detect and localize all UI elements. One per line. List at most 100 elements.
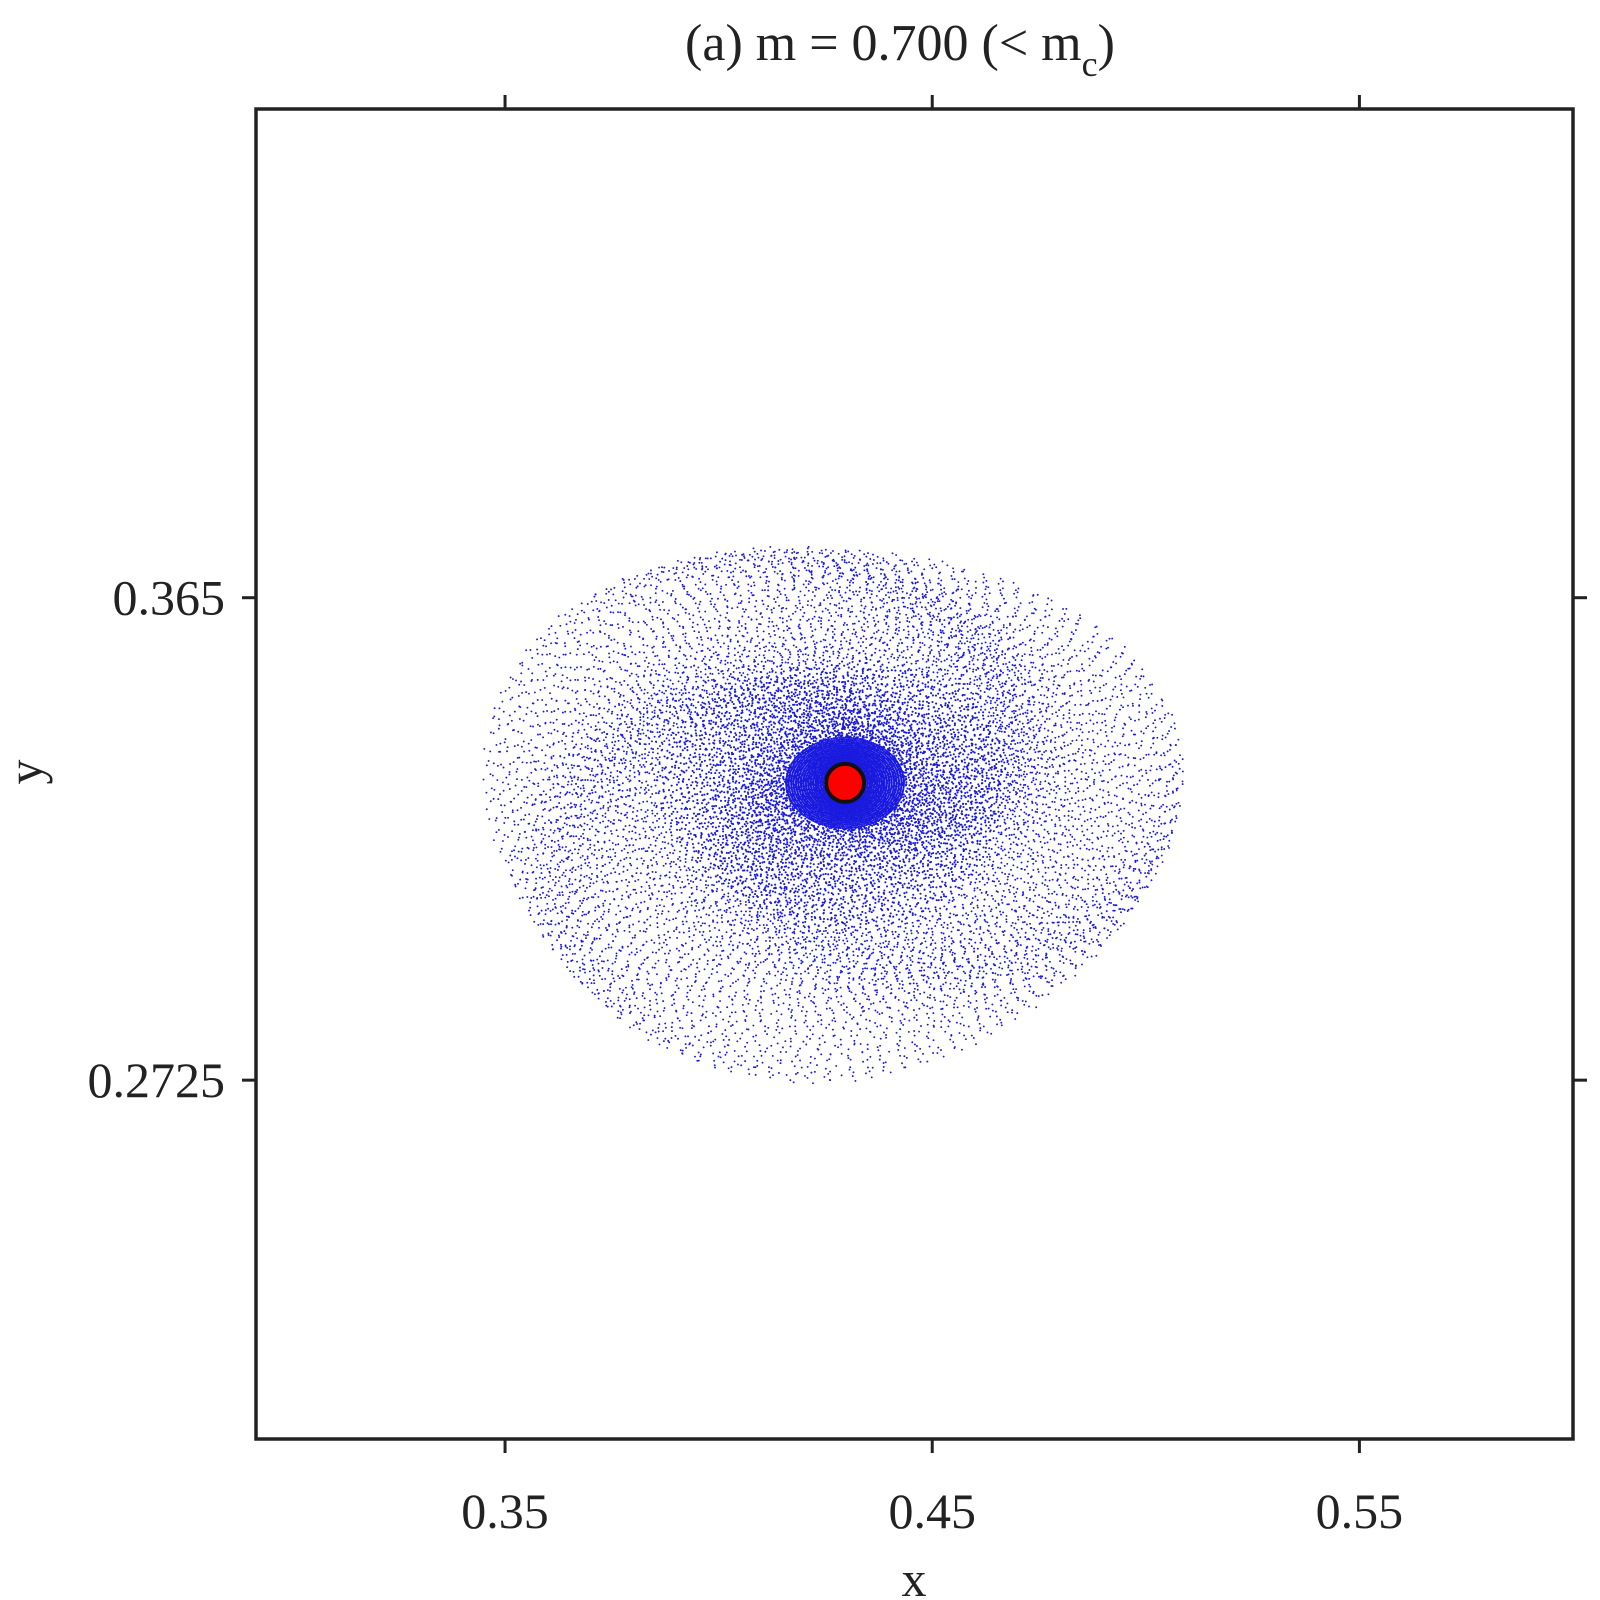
scatter-point	[772, 721, 775, 724]
scatter-point	[842, 718, 845, 721]
scatter-point	[802, 839, 805, 843]
scatter-point	[785, 727, 788, 730]
scatter-point	[884, 743, 887, 746]
scatter-point	[827, 834, 830, 838]
scatter-point	[784, 715, 787, 718]
scatter-point	[903, 805, 906, 808]
scatter-point	[804, 729, 807, 732]
scatter-point	[735, 790, 738, 794]
scatter-point	[750, 784, 753, 787]
scatter-point	[753, 819, 756, 822]
scatter-point	[871, 836, 874, 839]
scatter-point	[942, 773, 945, 776]
scatter-point	[853, 720, 856, 723]
scatter-point	[873, 717, 876, 721]
scatter-point	[898, 804, 901, 807]
scatter-point	[816, 856, 819, 859]
scatter-point	[904, 848, 907, 851]
scatter-point	[908, 779, 912, 782]
scatter-point	[931, 817, 934, 820]
scatter-point	[932, 740, 935, 743]
scatter-point	[776, 767, 779, 770]
scatter-point	[726, 790, 729, 793]
scatter-point	[812, 709, 815, 712]
scatter-point	[771, 834, 775, 837]
scatter-point	[786, 707, 790, 710]
scatter-point	[941, 761, 944, 765]
scatter-point	[887, 845, 890, 848]
scatter-point	[761, 822, 764, 825]
scatter-point	[954, 805, 957, 808]
scatter-point	[907, 832, 910, 835]
scatter-point	[948, 806, 951, 809]
scatter-point	[745, 726, 748, 729]
scatter-point	[921, 824, 924, 827]
scatter-point	[933, 736, 936, 740]
scatter-point	[745, 798, 748, 801]
scatter-point	[814, 846, 817, 849]
scatter-point	[774, 797, 777, 800]
scatter-point	[901, 809, 904, 812]
scatter-point	[794, 715, 797, 718]
scatter-point	[743, 823, 746, 826]
scatter-point	[748, 812, 751, 815]
scatter-point	[927, 771, 930, 774]
scatter-point	[927, 841, 930, 844]
scatter-point	[802, 819, 805, 822]
scatter-point	[832, 828, 836, 831]
scatter-point	[832, 838, 835, 841]
scatter-point	[920, 813, 923, 816]
scatter-point	[756, 783, 759, 786]
scatter-point	[853, 723, 856, 726]
scatter-point	[918, 799, 921, 802]
scatter-point	[785, 846, 788, 849]
scatter-point	[782, 765, 785, 768]
scatter-point	[800, 855, 803, 858]
scatter-point	[771, 713, 774, 716]
scatter-point	[779, 728, 782, 732]
scatter-point	[774, 803, 777, 806]
scatter-point	[947, 787, 950, 790]
scatter-point	[808, 843, 811, 846]
scatter-point	[805, 716, 808, 719]
scatter-point	[878, 715, 881, 718]
scatter-point	[851, 717, 854, 720]
scatter-point	[799, 716, 802, 719]
scatter-point	[810, 723, 813, 726]
scatter-point	[782, 812, 785, 815]
scatter-point	[954, 759, 958, 762]
scatter-point	[778, 749, 781, 753]
scatter-point	[858, 865, 861, 868]
scatter-point	[894, 815, 897, 818]
scatter-point	[806, 865, 809, 868]
scatter-point	[840, 872, 843, 875]
scatter-point	[777, 831, 780, 834]
scatter-point	[747, 770, 750, 773]
scatter-point	[768, 774, 771, 777]
scatter-point	[904, 810, 907, 813]
scatter-point	[874, 704, 877, 707]
scatter-point	[928, 820, 931, 823]
scatter-point	[788, 827, 791, 830]
scatter-point	[748, 758, 751, 762]
scatter-point	[827, 873, 830, 876]
scatter-point	[903, 830, 907, 833]
scatter-point	[914, 761, 917, 764]
scatter-point	[849, 849, 852, 852]
scatter-point	[761, 791, 764, 794]
scatter-point	[767, 730, 770, 733]
scatter-point	[871, 735, 874, 738]
scatter-point	[950, 799, 953, 802]
scatter-point	[764, 820, 767, 824]
scatter-point	[896, 723, 899, 727]
scatter-point	[775, 844, 778, 847]
scatter-point	[757, 715, 760, 718]
scatter-point	[907, 773, 910, 777]
scatter-point	[766, 732, 769, 735]
scatter-point	[922, 767, 925, 770]
scatter-point	[762, 725, 765, 729]
scatter-point	[883, 839, 886, 843]
scatter-point	[727, 799, 730, 802]
scatter-point	[895, 843, 898, 846]
scatter-point	[917, 763, 920, 766]
